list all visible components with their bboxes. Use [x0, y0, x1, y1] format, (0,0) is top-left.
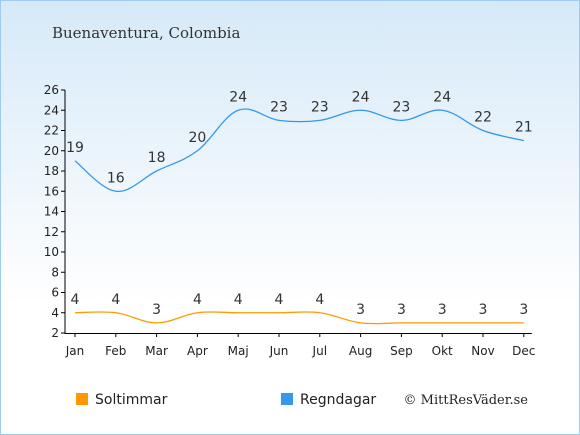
data-label-regndagar: 23 [270, 99, 288, 115]
y-tick-label: 4 [51, 306, 59, 320]
x-tick-label: Feb [105, 344, 126, 358]
data-label-soltimmar: 4 [234, 292, 243, 308]
data-label-regndagar: 16 [107, 170, 125, 186]
y-tick-label: 10 [44, 245, 59, 259]
data-label-regndagar: 23 [311, 99, 329, 115]
data-label-soltimmar: 3 [438, 302, 447, 318]
x-tick-label: Aug [349, 344, 372, 358]
data-label-regndagar: 23 [392, 99, 410, 115]
data-label-soltimmar: 4 [275, 292, 284, 308]
data-label-soltimmar: 3 [152, 302, 161, 318]
data-label-soltimmar: 4 [71, 292, 80, 308]
data-label-regndagar: 24 [229, 89, 247, 105]
x-tick-label: Jul [312, 344, 327, 358]
data-label-regndagar: 19 [66, 140, 84, 156]
data-label-soltimmar: 4 [193, 292, 202, 308]
data-label-soltimmar: 4 [111, 292, 120, 308]
data-label-soltimmar: 4 [315, 292, 324, 308]
x-tick-label: Jan [65, 344, 85, 358]
x-tick-label: Dec [512, 344, 535, 358]
credit-text: © MittResVäder.se [404, 393, 529, 408]
data-label-regndagar: 20 [188, 130, 206, 146]
legend: Soltimmar Regndagar [76, 392, 376, 408]
legend-swatch-soltimmar [76, 393, 88, 405]
y-tick-label: 16 [44, 184, 59, 198]
legend-label-soltimmar: Soltimmar [95, 392, 168, 408]
data-label-regndagar: 21 [515, 120, 533, 136]
series-line-regndagar [74, 108, 524, 192]
y-tick-label: 18 [44, 164, 59, 178]
x-tick-label: Apr [187, 344, 208, 358]
y-tick-label: 14 [44, 205, 59, 219]
x-tick-label: Maj [228, 344, 249, 358]
y-tick-label: 24 [44, 103, 59, 117]
y-tick-label: 22 [44, 124, 59, 138]
y-tick-label: 12 [44, 225, 59, 239]
x-tick-label: Nov [471, 344, 494, 358]
data-label-regndagar: 24 [433, 89, 451, 105]
y-tick-label: 6 [51, 286, 59, 300]
y-tick-label: 2 [51, 326, 59, 340]
x-tick-label: Okt [432, 344, 453, 358]
data-label-regndagar: 22 [474, 110, 492, 126]
series-line-soltimmar [74, 311, 524, 325]
data-label-soltimmar: 3 [397, 302, 406, 318]
legend-swatch-regndagar [281, 393, 293, 405]
y-tick-label: 26 [44, 83, 59, 97]
x-tick-label: Sep [390, 344, 413, 358]
y-tick-label: 8 [51, 265, 59, 279]
x-tick-label: Jun [269, 344, 289, 358]
x-tick-label: Mar [145, 344, 168, 358]
data-label-soltimmar: 3 [356, 302, 365, 318]
data-label-soltimmar: 3 [479, 302, 488, 318]
y-tick-label: 20 [44, 144, 59, 158]
legend-label-regndagar: Regndagar [300, 392, 376, 408]
data-label-soltimmar: 3 [519, 302, 528, 318]
chart-title: Buenaventura, Colombia [52, 24, 240, 42]
data-label-regndagar: 18 [148, 150, 166, 166]
data-label-regndagar: 24 [352, 89, 370, 105]
